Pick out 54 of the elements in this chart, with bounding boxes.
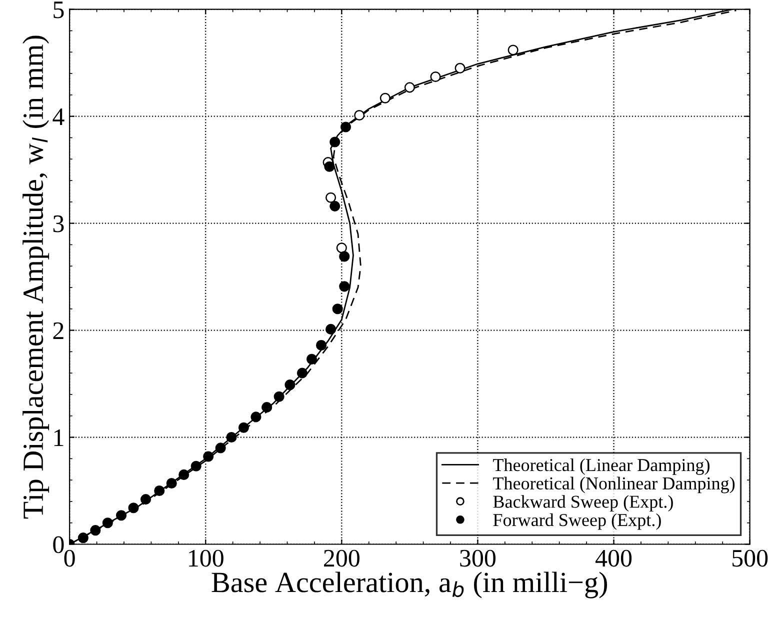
point xyxy=(250,412,262,422)
legend-label: Forward Sweep (Expt.) xyxy=(493,513,661,530)
x-tick-label: 200 xyxy=(324,550,360,567)
point xyxy=(339,251,350,262)
point xyxy=(215,442,226,454)
point xyxy=(78,532,88,544)
legend-label: Backward Sweep (Expt.) xyxy=(493,495,673,512)
point xyxy=(430,71,441,82)
x-tick-label: 100 xyxy=(189,550,224,567)
point xyxy=(226,432,237,443)
point xyxy=(296,368,308,378)
y-tick-label: 3 xyxy=(53,215,64,232)
point xyxy=(306,354,318,364)
legend-label: Theoretical (Nonlinear Damping) xyxy=(493,476,735,494)
x-tick-label: 500 xyxy=(732,550,768,567)
point xyxy=(316,340,327,351)
y-tick-label: 1 xyxy=(54,429,64,446)
point xyxy=(262,402,272,413)
y-tick-label: 2 xyxy=(53,322,64,339)
point xyxy=(330,200,340,212)
point xyxy=(178,469,190,480)
point xyxy=(326,192,336,203)
point xyxy=(404,82,415,93)
x-tick-label: 300 xyxy=(460,550,496,567)
point xyxy=(128,502,139,514)
point xyxy=(190,460,202,472)
point xyxy=(339,281,350,292)
point xyxy=(102,518,113,528)
x-axis-title: Base Acceleration, a$_{b}$ (in milli−g) xyxy=(212,572,607,598)
x-tick-label: 400 xyxy=(596,550,632,567)
point xyxy=(454,62,466,74)
point xyxy=(274,391,284,402)
point xyxy=(330,136,340,148)
point xyxy=(203,451,214,462)
point xyxy=(326,324,336,334)
point xyxy=(140,494,152,505)
point xyxy=(340,122,352,132)
point xyxy=(508,44,518,56)
point xyxy=(154,485,165,496)
point xyxy=(332,304,343,314)
point xyxy=(354,110,365,121)
point xyxy=(324,161,335,172)
point xyxy=(90,525,101,536)
point xyxy=(238,422,249,433)
point xyxy=(284,380,296,390)
y-tick-label: 0 xyxy=(53,536,64,554)
point xyxy=(166,478,177,489)
point xyxy=(336,242,347,254)
y-axis-title: Tip Displacement Amplitude, w$_{l}$ (in mm) xyxy=(22,36,50,519)
y-tick-label: 5 xyxy=(54,2,64,18)
point xyxy=(116,510,127,521)
y-tick-label: 4 xyxy=(52,108,64,125)
legend-label: Theoretical (Linear Damping) xyxy=(493,458,710,475)
point xyxy=(380,92,390,104)
